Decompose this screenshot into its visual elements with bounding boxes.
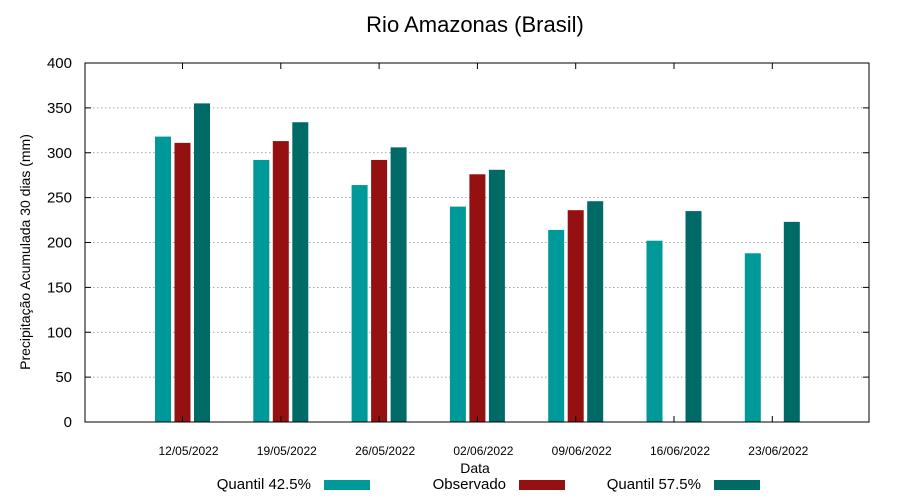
y-axis-label: Precipitação Acumulada 30 dias (mm) — [17, 134, 33, 370]
legend-swatch — [519, 480, 565, 490]
bars — [155, 103, 800, 423]
bar-observado-1 — [272, 141, 289, 422]
legend-swatch — [324, 480, 370, 490]
x-axis-label: Data — [460, 460, 490, 476]
x-tick-label: 02/06/2022 — [453, 444, 513, 458]
bar-quantil-57-5--0 — [194, 103, 210, 422]
y-tick-label: 150 — [47, 279, 72, 296]
y-tick-label: 50 — [55, 369, 72, 386]
x-tick-label: 26/05/2022 — [355, 444, 415, 458]
legend-label: Observado — [433, 476, 506, 493]
bar-quantil-42-5--6 — [744, 253, 761, 422]
y-axis-ticks: 0 50 100 150 200 250 300 350 400 — [47, 55, 869, 431]
x-tick-label: 12/05/2022 — [158, 444, 218, 458]
x-axis-ticks: 12/05/2022 19/05/2022 26/05/2022 02/06/2022… — [158, 63, 809, 458]
bar-observado-0 — [174, 142, 191, 422]
bar-quantil-57-5--6 — [783, 221, 800, 422]
legend-label: Quantil 57.5% — [607, 476, 701, 493]
bar-quantil-42-5--5 — [646, 240, 663, 422]
bar-observado-4 — [567, 210, 584, 422]
x-tick-label: 23/06/2022 — [748, 444, 808, 458]
x-tick-label: 09/06/2022 — [552, 444, 612, 458]
bar-quantil-42-5--3 — [449, 206, 466, 422]
y-tick-label: 250 — [47, 190, 72, 207]
bar-quantil-57-5--3 — [488, 169, 505, 422]
legend: Quantil 42.5% Observado Quantil 57.5% — [217, 476, 760, 493]
y-tick-label: 350 — [47, 100, 72, 117]
bar-quantil-57-5--1 — [292, 122, 309, 423]
y-tick-label: 300 — [47, 145, 72, 162]
legend-swatch — [714, 480, 760, 490]
x-tick-label: 19/05/2022 — [257, 444, 317, 458]
chart-title: Rio Amazonas (Brasil) — [366, 12, 584, 37]
y-tick-label: 200 — [47, 235, 72, 252]
plot-frame — [84, 62, 870, 423]
y-tick-label: 100 — [47, 324, 72, 341]
bar-quantil-57-5--4 — [587, 201, 604, 422]
bar-quantil-42-5--1 — [253, 159, 270, 422]
bar-quantil-42-5--0 — [155, 136, 171, 422]
y-tick-label: 0 — [64, 414, 72, 431]
bar-quantil-42-5--4 — [548, 229, 565, 422]
bar-quantil-57-5--5 — [685, 211, 702, 422]
bar-quantil-42-5--2 — [351, 185, 368, 422]
x-tick-label: 16/06/2022 — [650, 444, 710, 458]
y-tick-label: 400 — [47, 55, 72, 72]
bar-observado-3 — [469, 174, 486, 422]
legend-label: Quantil 42.5% — [217, 476, 311, 493]
bar-quantil-57-5--2 — [390, 147, 407, 423]
bar-observado-2 — [371, 159, 388, 422]
